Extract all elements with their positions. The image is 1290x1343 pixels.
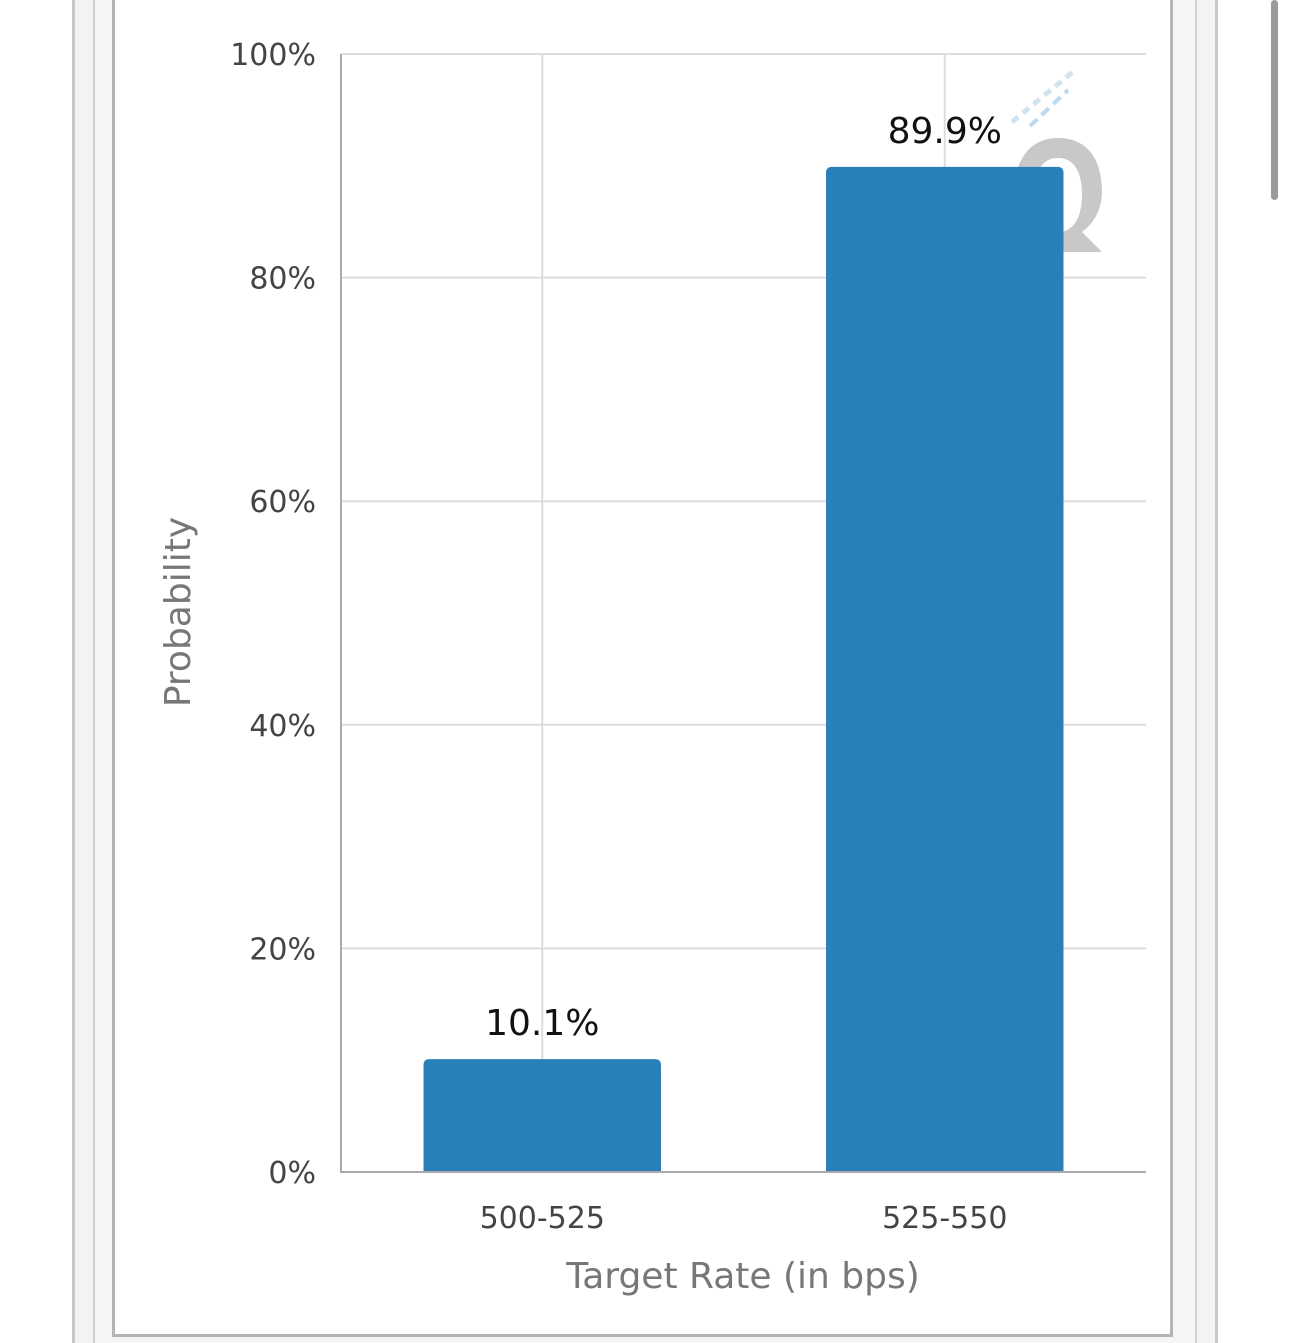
bar[interactable] (423, 1059, 661, 1172)
y-axis-title: Probability (158, 517, 199, 707)
bar-layer (423, 166, 1064, 1173)
data-label: 10.1% (485, 1003, 599, 1044)
x-tick-labels: 500-525 525-550 (480, 1201, 1008, 1236)
y-tick-labels: 0% 20% 40% 60% 80% 100% (230, 38, 316, 1191)
x-tick-label: 525-550 (882, 1201, 1007, 1236)
data-label: 89.9% (888, 111, 1002, 152)
x-tick-label: 500-525 (480, 1201, 605, 1236)
y-tick-label: 80% (249, 262, 316, 297)
bar[interactable] (826, 166, 1064, 1173)
y-tick-label: 20% (249, 932, 316, 967)
y-tick-label: 0% (268, 1156, 316, 1191)
y-tick-label: 100% (230, 38, 316, 73)
y-tick-label: 60% (249, 485, 316, 520)
data-labels: 10.1% 89.9% (485, 111, 1002, 1044)
y-tick-label: 40% (249, 709, 316, 744)
x-axis-title: Target Rate (in bps) (565, 1256, 920, 1297)
scrollbar[interactable] (1271, 0, 1278, 200)
